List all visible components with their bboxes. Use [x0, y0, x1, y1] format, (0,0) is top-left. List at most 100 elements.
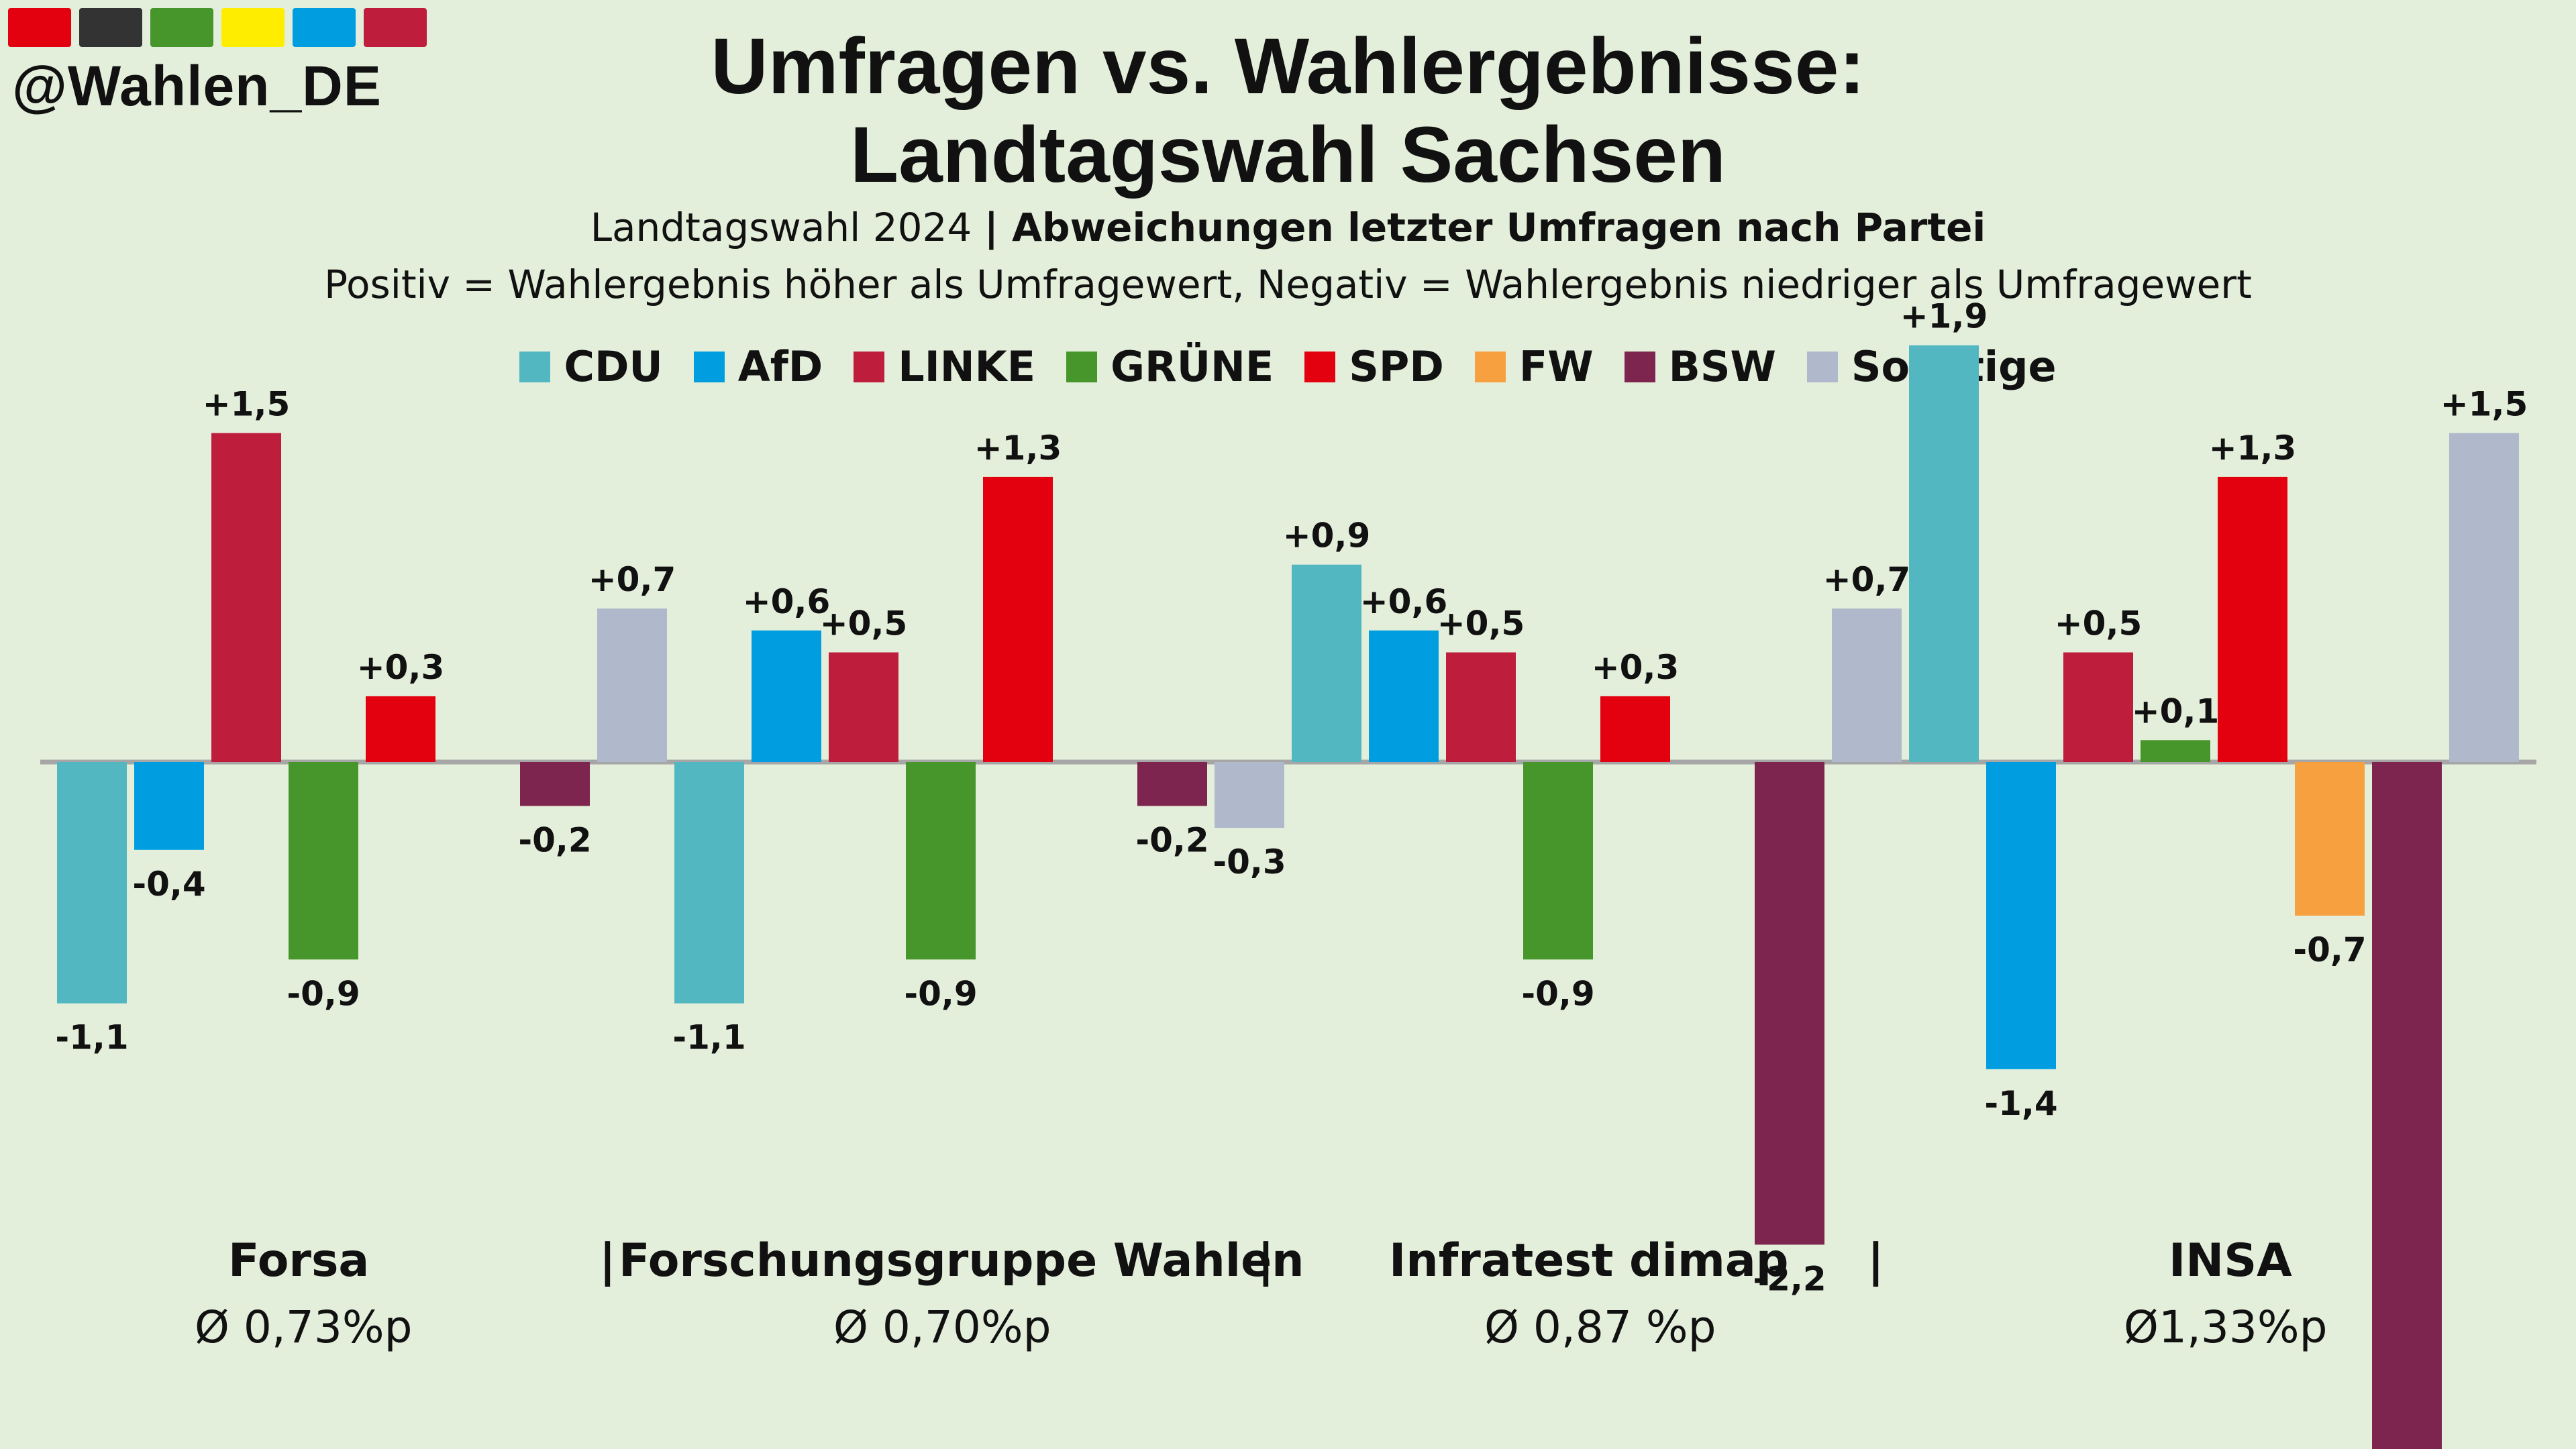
bar-label-forsa-bsw: -0,2 — [518, 820, 591, 859]
bar-label-infratest-linke: +0,5 — [1437, 604, 1525, 643]
institute-label-infratest: Infratest dimap — [1389, 1234, 1789, 1287]
bar-fgw-gruene — [906, 762, 976, 960]
bar-label-infratest-spd: +0,3 — [1592, 648, 1679, 687]
legend-label-cdu: CDU — [564, 342, 663, 391]
institute-label-fgw: Forschungsgruppe Wahlen — [619, 1234, 1304, 1287]
bar-label-infratest-gruene: -0,9 — [1521, 974, 1594, 1013]
bar-label-forsa-afd: -0,4 — [132, 865, 205, 904]
bar-infratest-bsw — [1755, 762, 1824, 1245]
legend-swatch-afd — [693, 351, 725, 382]
separator-3: | — [1867, 1234, 1884, 1287]
bar-label-insa-fw: -0,7 — [2293, 930, 2366, 969]
bar-fgw-bsw — [1137, 762, 1207, 806]
flag-swatch-red — [8, 8, 71, 47]
bar-label-forsa-sonstige: +0,7 — [588, 560, 676, 599]
bar-insa-bsw — [2372, 762, 2442, 1449]
legend-swatch-linke — [854, 351, 885, 382]
bar-insa-linke — [2063, 652, 2133, 762]
bar-label-insa-cdu: +1,9 — [1900, 297, 1988, 336]
separator-2: | — [1257, 1234, 1274, 1287]
bar-fgw-afd — [752, 630, 821, 762]
bar-forsa-gruene — [289, 762, 358, 960]
chart-legend: CDU AfD LINKE GRÜNE SPD FW BSW Sonstige — [0, 342, 2576, 391]
legend-swatch-bsw — [1624, 351, 1655, 382]
legend-swatch-spd — [1304, 351, 1336, 382]
bar-label-fgw-spd: +1,3 — [974, 429, 1062, 468]
legend-label-bsw: BSW — [1668, 342, 1776, 391]
bar-forsa-spd — [366, 696, 435, 762]
chart-subtitle: Landtagswahl 2024 | Abweichungen letzter… — [0, 205, 2576, 250]
bar-label-insa-linke: +0,5 — [2055, 604, 2142, 643]
bar-infratest-sonstige — [1832, 608, 1902, 762]
legend-swatch-fw — [1474, 351, 1506, 382]
bar-infratest-linke — [1446, 652, 1516, 762]
average-infratest: Ø 0,87 %p — [1484, 1301, 1716, 1353]
bar-fgw-sonstige — [1215, 762, 1284, 828]
bar-label-fgw-gruene: -0,9 — [904, 974, 977, 1013]
bar-label-infratest-cdu: +0,9 — [1283, 517, 1370, 555]
bar-forsa-cdu — [57, 762, 127, 1004]
bar-forsa-linke — [211, 433, 281, 762]
subtitle-bold: | Abweichungen letzter Umfragen nach Par… — [984, 205, 1986, 250]
brand-handle: @Wahlen_DE — [12, 54, 382, 117]
chart-title-line1: Umfragen vs. Wahlergebnisse: — [711, 22, 1865, 111]
bar-infratest-gruene — [1523, 762, 1593, 960]
bar-label-fgw-sonstige: -0,3 — [1213, 843, 1286, 881]
chart-explanation: Positiv = Wahlergebnis höher als Umfrage… — [324, 262, 2252, 307]
bar-label-infratest-afd: +0,6 — [1360, 582, 1447, 621]
legend-label-fw: FW — [1518, 342, 1594, 391]
bar-infratest-cdu — [1292, 564, 1361, 762]
institute-label-forsa: Forsa — [228, 1234, 370, 1287]
legend-item-bsw: BSW — [1624, 342, 1776, 391]
flag-swatch-yellow — [221, 8, 285, 47]
bar-label-forsa-linke: +1,5 — [203, 385, 290, 424]
bar-label-fgw-afd: +0,6 — [743, 582, 830, 621]
bar-label-infratest-sonstige: +0,7 — [1823, 560, 1910, 599]
flag-swatch-green — [150, 8, 213, 47]
average-fgw: Ø 0,70%p — [833, 1301, 1051, 1353]
flag-swatch-blue — [293, 8, 356, 47]
bar-infratest-afd — [1369, 630, 1439, 762]
bar-label-infratest-bsw: -2,2 — [1753, 1259, 1826, 1298]
bar-label-forsa-spd: +0,3 — [357, 648, 444, 687]
institute-label-insa: INSA — [2169, 1234, 2292, 1287]
bar-infratest-spd — [1600, 696, 1670, 762]
legend-swatch-sonstige — [1806, 351, 1838, 382]
flag-swatch-crimson — [364, 8, 427, 47]
average-forsa: Ø 0,73%p — [195, 1301, 413, 1353]
legend-item-cdu: CDU — [519, 342, 663, 391]
bar-insa-afd — [1986, 762, 2056, 1069]
separator-1: | — [599, 1234, 616, 1287]
bar-label-fgw-bsw: -0,2 — [1135, 820, 1208, 859]
bar-insa-fw — [2295, 762, 2365, 916]
bar-label-insa-sonstige: +1,5 — [2440, 385, 2528, 424]
legend-label-gruene: GRÜNE — [1111, 342, 1274, 391]
bar-fgw-linke — [829, 652, 898, 762]
legend-swatch-gruene — [1066, 351, 1098, 382]
bar-fgw-spd — [983, 476, 1053, 762]
bar-label-fgw-linke: +0,5 — [820, 604, 907, 643]
bar-label-fgw-cdu: -1,1 — [672, 1018, 745, 1057]
legend-label-afd: AfD — [737, 342, 823, 391]
bar-forsa-afd — [134, 762, 204, 850]
bar-insa-sonstige — [2449, 433, 2519, 762]
subtitle-plain: Landtagswahl 2024 — [590, 205, 984, 250]
average-insa: Ø1,33%p — [2124, 1301, 2328, 1353]
bar-label-insa-afd: -1,4 — [1984, 1084, 2057, 1123]
bar-forsa-sonstige — [597, 608, 667, 762]
legend-item-spd: SPD — [1304, 342, 1444, 391]
bar-label-insa-spd: +1,3 — [2209, 429, 2296, 468]
legend-item-fw: FW — [1474, 342, 1594, 391]
legend-swatch-cdu — [519, 351, 551, 382]
bar-fgw-cdu — [674, 762, 744, 1004]
bar-insa-gruene — [2141, 740, 2210, 762]
flag-swatch-black — [79, 8, 142, 47]
legend-label-spd: SPD — [1349, 342, 1444, 391]
brand-flag-strip — [8, 8, 427, 47]
bar-insa-cdu — [1909, 345, 1979, 762]
bar-label-forsa-cdu: -1,1 — [55, 1018, 128, 1057]
legend-item-linke: LINKE — [854, 342, 1035, 391]
legend-label-linke: LINKE — [898, 342, 1036, 391]
bar-insa-spd — [2218, 476, 2287, 762]
